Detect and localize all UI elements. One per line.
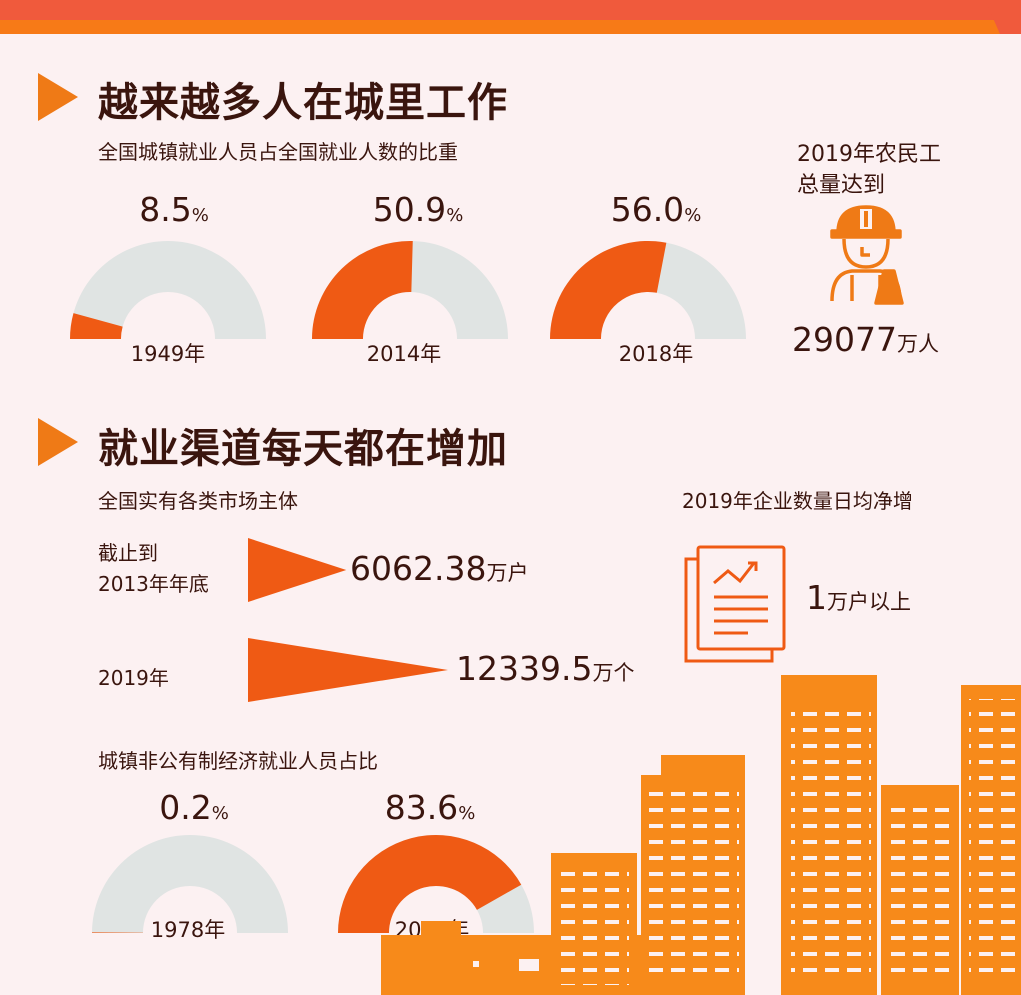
worker-icon: [830, 205, 904, 305]
gauge-value-arc: [338, 835, 522, 933]
top-banner: [0, 0, 1021, 34]
gauge-value-arc: [70, 313, 123, 339]
gauge-pct-2018: 56.0%: [610, 190, 702, 229]
migrant-label-line2: 总量达到: [797, 173, 886, 198]
section1-subtitle: 全国城镇就业人员占全国就业人数的比重: [98, 140, 458, 164]
market-row1-label-line2: 2013年年底: [98, 572, 209, 596]
section2-arrow-icon: [38, 418, 78, 466]
gauge-pct-2018-nonpublic: 83.6%: [384, 788, 476, 827]
gauge-pct-1949: 8.5%: [139, 190, 209, 229]
gauge-year-1978: 1978年: [150, 918, 226, 942]
migrant-total: 29077万人: [792, 320, 939, 359]
enterprise-value: 1万户以上: [806, 578, 911, 617]
city-skyline-illustration: [381, 675, 1021, 995]
gauge-year-2018: 2018年: [618, 342, 694, 366]
report-chart-icon: [684, 545, 786, 663]
gauge-value-arc: [312, 241, 413, 339]
gauge-year-1949: 1949年: [130, 342, 206, 366]
gauge-pct-2014: 50.9%: [372, 190, 464, 229]
section2-title: 就业渠道每天都在增加: [98, 426, 508, 472]
gauge-1949: [70, 241, 266, 339]
gauge-year-2014: 2014年: [366, 342, 442, 366]
market-bar-2019: [248, 638, 448, 702]
gauge-2018-nonpublic: [338, 835, 534, 933]
gauge-1978: [92, 835, 288, 933]
market-bar-shape: [248, 538, 347, 602]
market-row2-label: 2019年: [98, 666, 169, 690]
migrant-label-line1: 2019年农民工: [797, 142, 941, 167]
section1-arrow-icon: [38, 73, 78, 121]
market-row1-label-line1: 截止到: [98, 541, 158, 565]
gauge-track: [92, 835, 288, 933]
section1-title: 越来越多人在城里工作: [98, 80, 508, 126]
market-bar-shape: [248, 638, 448, 702]
gauge-track: [70, 241, 266, 339]
nonpublic-subtitle: 城镇非公有制经济就业人员占比: [98, 749, 378, 773]
gauge-2018: [550, 241, 746, 339]
gauge-value-arc: [92, 932, 143, 933]
market-bar-2013: [248, 538, 347, 602]
gauge-2014: [312, 241, 508, 339]
market-row2-value: 12339.5万个: [456, 649, 635, 688]
market-row1-value: 6062.38万户: [350, 549, 529, 588]
gauge-value-arc: [550, 241, 667, 339]
enterprise-subtitle: 2019年企业数量日均净增: [682, 489, 913, 513]
gauge-pct-1978: 0.2%: [159, 788, 229, 827]
market-subtitle: 全国实有各类市场主体: [98, 489, 298, 513]
